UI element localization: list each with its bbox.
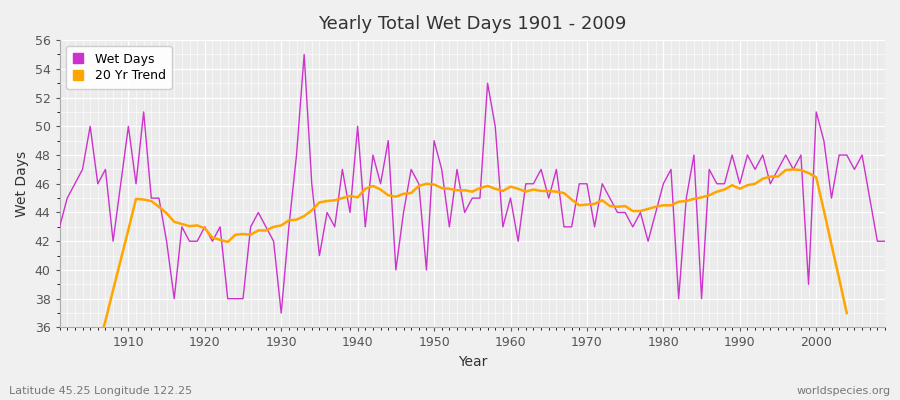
Text: worldspecies.org: worldspecies.org xyxy=(796,386,891,396)
Wet Days xyxy=(345,210,356,215)
20 Yr Trend xyxy=(842,311,852,316)
Wet Days xyxy=(54,224,65,229)
Wet Days xyxy=(115,181,126,186)
Wet Days xyxy=(275,311,286,316)
Text: Latitude 45.25 Longitude 122.25: Latitude 45.25 Longitude 122.25 xyxy=(9,386,192,396)
Title: Yearly Total Wet Days 1901 - 2009: Yearly Total Wet Days 1901 - 2009 xyxy=(318,15,626,33)
20 Yr Trend xyxy=(291,217,302,222)
Y-axis label: Wet Days: Wet Days xyxy=(15,151,29,217)
20 Yr Trend xyxy=(268,224,279,229)
X-axis label: Year: Year xyxy=(457,355,487,369)
Legend: Wet Days, 20 Yr Trend: Wet Days, 20 Yr Trend xyxy=(66,46,172,89)
Wet Days xyxy=(612,210,623,215)
20 Yr Trend xyxy=(788,167,798,172)
20 Yr Trend xyxy=(681,199,692,204)
20 Yr Trend xyxy=(467,189,478,194)
20 Yr Trend xyxy=(490,186,500,191)
Line: Wet Days: Wet Days xyxy=(59,54,885,313)
Wet Days xyxy=(299,52,310,57)
20 Yr Trend xyxy=(93,346,104,351)
20 Yr Trend xyxy=(321,199,332,204)
Wet Days xyxy=(520,181,531,186)
Wet Days xyxy=(291,153,302,158)
Wet Days xyxy=(879,239,890,244)
Wet Days xyxy=(513,239,524,244)
Line: 20 Yr Trend: 20 Yr Trend xyxy=(98,169,847,348)
